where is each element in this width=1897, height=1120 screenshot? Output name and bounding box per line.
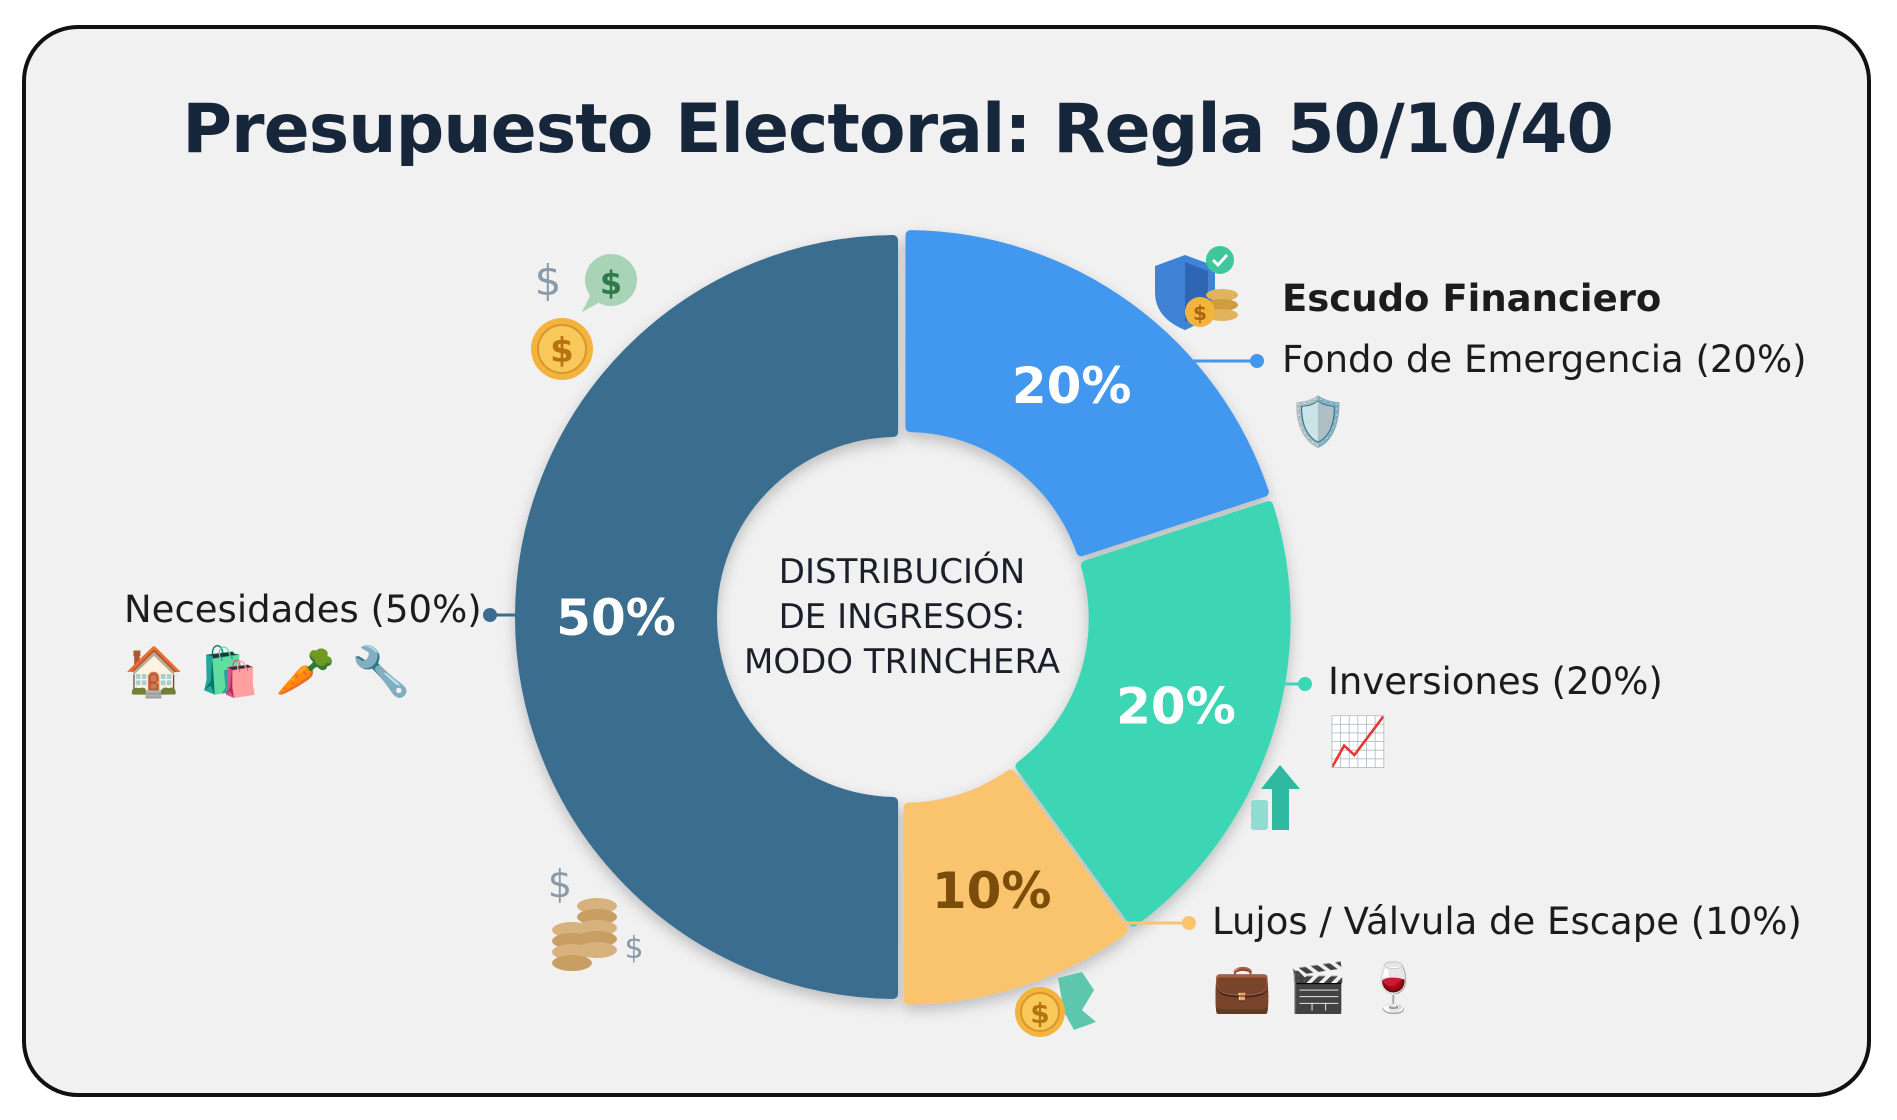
svg-text:$: $ [624, 931, 643, 966]
slice-value-label-lujos: 10% [932, 862, 1052, 920]
center-label-line-3: MODO TRINCHERA [744, 642, 1060, 682]
carrot-icon: 🥕 [275, 644, 336, 700]
svg-text:$: $ [1193, 301, 1207, 325]
lujos-icons: 💼 🎬 🍷 [1212, 964, 1423, 1012]
legend-label-fondo-emergencia: Fondo de Emergencia (20%) [1282, 338, 1807, 381]
clapper-board-icon: 🎬 [1287, 960, 1348, 1016]
necesidades-icons: 🏠 🛍️ 🥕 🔧 [124, 648, 411, 696]
donut-slice-lujos [903, 769, 1129, 1005]
house-icon: 🏠 [124, 644, 184, 700]
suitcase-icon: 💼 [1212, 960, 1272, 1016]
center-label-line-1: DISTRIBUCIÓN [778, 552, 1026, 592]
legend-label-lujos: Lujos / Válvula de Escape (10%) [1212, 900, 1802, 943]
slice-value-label-necesidades: 50% [556, 589, 676, 647]
svg-text:$: $ [548, 862, 572, 906]
svg-text:$: $ [550, 331, 574, 371]
leader-dot-emergencia [1250, 354, 1264, 368]
svg-text:$: $ [600, 264, 622, 302]
slice-value-label-inversiones: 20% [1116, 678, 1236, 736]
legend-label-necesidades: Necesidades (50%) [124, 588, 482, 631]
leader-dot-lujos [1182, 916, 1196, 930]
dollar-bubble-icon: $ [582, 254, 637, 312]
donut-slice-inversiones [1015, 501, 1291, 927]
coin-icon: $ [1015, 972, 1096, 1037]
leader-dot-inversiones [1298, 677, 1312, 691]
inversiones-icons: 📈 [1328, 718, 1388, 766]
slice-value-label-fondo-emergencia: 20% [1012, 357, 1132, 415]
donut-center-label: DISTRIBUCIÓN DE INGRESOS: MODO TRINCHERA [712, 550, 1092, 685]
page-title: Presupuesto Electoral: Regla 50/10/40 [182, 90, 1614, 169]
growth-arrow-icon [1251, 765, 1300, 830]
gold-coin-icon: $ [531, 318, 593, 380]
shield-coins-icon: $ [1155, 246, 1238, 330]
leader-dot-necesidades [483, 608, 497, 622]
legend-label-inversiones: Inversiones (20%) [1328, 660, 1663, 703]
donut-slice-fondo-emergencia [905, 230, 1269, 557]
donut-slice-necesidades [515, 235, 899, 999]
svg-text:$: $ [535, 256, 562, 305]
coin-stack-icon: $ $ [548, 862, 644, 971]
chart-increasing-icon: 📈 [1328, 714, 1388, 770]
svg-text:$: $ [1030, 997, 1049, 1030]
center-label-line-2: DE INGRESOS: [778, 597, 1026, 637]
grocery-bag-icon: 🛍️ [199, 644, 260, 700]
group-label-escudo-financiero: Escudo Financiero [1282, 277, 1662, 320]
tools-building-icon: 🔧 [351, 644, 412, 700]
emergencia-icons: 🛡️ [1288, 398, 1348, 446]
shield-icon: 🛡️ [1288, 394, 1348, 450]
dollar-sign-icon: $ [535, 256, 562, 305]
wine-glass-icon: 🍷 [1363, 960, 1424, 1016]
